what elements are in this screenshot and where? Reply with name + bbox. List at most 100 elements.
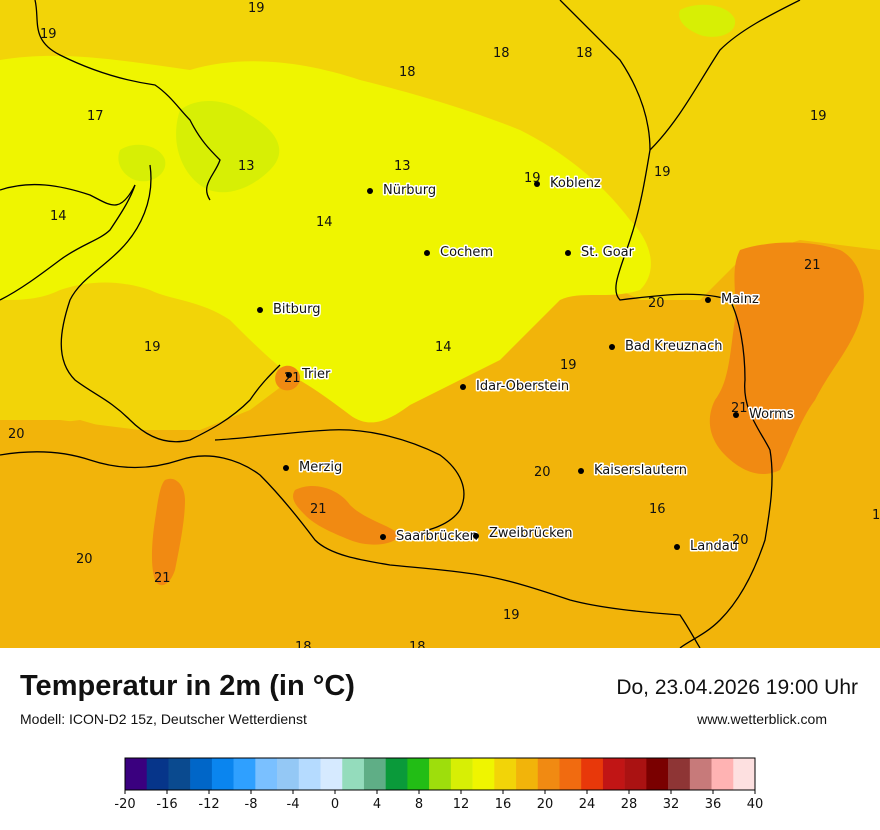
color-scale-swatch	[277, 758, 300, 790]
border-rlp-hessen	[559, 0, 731, 301]
border-rhine-bw	[679, 299, 773, 648]
color-scale-swatch	[320, 758, 343, 790]
temperature-label: 19	[248, 1, 265, 16]
temperature-label: 18	[295, 640, 312, 648]
city-label: Merzig	[299, 460, 342, 475]
city-label: Nürburg	[383, 183, 436, 198]
color-scale-swatch	[255, 758, 278, 790]
color-scale-tick-label: 36	[705, 797, 722, 812]
city-label: St. Goar	[581, 245, 635, 260]
map-svg: Nürburg Koblenz Cochem St. Goar Mainz Bi…	[0, 0, 880, 648]
city-label: Kaiserslautern	[594, 463, 687, 478]
color-scale-swatch	[537, 758, 560, 790]
color-scale-swatch	[168, 758, 191, 790]
color-scale-tick-label: 16	[495, 797, 512, 812]
temperature-label: 13	[238, 159, 255, 174]
city-label: Idar-Oberstein	[476, 379, 569, 394]
city-marker: Nürburg	[367, 182, 438, 200]
color-scale-swatch	[125, 758, 148, 790]
color-scale-tick-label: -16	[156, 797, 177, 812]
temperature-zone-21-trier	[275, 365, 301, 391]
temperature-label: 18	[576, 46, 593, 61]
temperature-label: 20	[732, 533, 749, 548]
color-scale-tick-label: 20	[537, 797, 554, 812]
temperature-label: 21	[154, 571, 171, 586]
temperature-label: 16	[649, 502, 666, 517]
border-luxembourg-east	[60, 164, 281, 443]
color-scale-swatch	[298, 758, 321, 790]
city-marker: Idar-Oberstein	[460, 378, 571, 396]
city-marker: Landau	[674, 538, 739, 556]
temperature-label: 14	[435, 340, 452, 355]
city-marker: Bad Kreuznach	[609, 338, 724, 356]
color-scale-ticks: -20 -16 -12 -8 -4 0 4 8 12 16 20 24 28 32 36 40	[114, 790, 763, 812]
city-marker: Trier	[286, 366, 332, 384]
temperature-label: 21	[284, 371, 301, 386]
temperature-label: 19	[560, 358, 577, 373]
temperature-label: 18	[409, 640, 426, 648]
temperature-label: 19	[810, 109, 827, 124]
color-scale-swatch	[733, 758, 756, 790]
city-marker: Kaiserslautern	[578, 462, 689, 480]
color-scale-tick-label: -20	[114, 797, 135, 812]
color-scale-swatches	[124, 757, 756, 791]
city-label: Worms	[749, 407, 794, 422]
temperature-label: 20	[534, 465, 551, 480]
city-marker: St. Goar	[565, 244, 636, 262]
temperature-zone-14	[0, 55, 651, 423]
border-lux-west	[0, 184, 136, 301]
color-scale-tick-label: 40	[747, 797, 764, 812]
website-link[interactable]: www.wetterblick.com	[697, 711, 827, 727]
city-marker: Mainz	[705, 291, 761, 309]
forecast-datetime: Do, 23.04.2026 19:00 Uhr	[616, 676, 858, 699]
temperature-label: 18	[493, 46, 510, 61]
city-marker: Zweibrücken	[473, 525, 574, 543]
temperature-label: 21	[804, 258, 821, 273]
temperature-zone-21-sw	[151, 478, 185, 586]
cities: Nürburg Koblenz Cochem St. Goar Mainz Bi…	[257, 175, 795, 556]
temperature-label: 18	[399, 65, 416, 80]
color-scale-tick-label: -8	[245, 797, 258, 812]
temperature-label: 1	[872, 508, 880, 523]
color-scale-frame	[124, 757, 756, 791]
color-scale-tick-label: 0	[331, 797, 339, 812]
color-scale-swatch	[407, 758, 430, 790]
color-scale-swatch	[190, 758, 213, 790]
color-scale-tick-label: 4	[373, 797, 381, 812]
city-label: Saarbrücken	[396, 529, 478, 544]
temperature-zone-13c	[679, 4, 736, 37]
temperature-zone-20	[0, 420, 880, 648]
map-title: Temperatur in 2m (in °C)	[20, 670, 355, 702]
city-label: Mainz	[721, 292, 759, 307]
border-luxembourg-north	[0, 183, 136, 206]
city-label: Landau	[690, 539, 738, 554]
color-scale-tick-label: -4	[287, 797, 300, 812]
color-scale-swatch	[559, 758, 582, 790]
color-scale-swatch	[363, 758, 386, 790]
border-saarland	[214, 429, 465, 536]
city-label: Trier	[301, 367, 331, 382]
border-belgium-germany	[34, 0, 221, 201]
city-label: Cochem	[440, 245, 493, 260]
city-marker: Merzig	[283, 459, 344, 477]
temperature-label: 19	[40, 27, 57, 42]
color-scale-swatch	[211, 758, 234, 790]
color-scale-swatch	[581, 758, 604, 790]
color-scale-swatch	[450, 758, 473, 790]
color-scale-swatch	[385, 758, 408, 790]
temperature-map: Nürburg Koblenz Cochem St. Goar Mainz Bi…	[0, 0, 880, 648]
temperature-label: 19	[503, 608, 520, 623]
footer-panel: Temperatur in 2m (in °C) Modell: ICON-D2…	[0, 648, 880, 830]
temperature-labels: 19 19 18 18 18 17 19 13 13 19 19 14 14 2…	[8, 1, 880, 648]
color-scale-swatch	[689, 758, 712, 790]
color-scale-swatch	[516, 758, 539, 790]
temperature-label: 21	[310, 502, 327, 517]
color-scale-tick-label: 28	[621, 797, 638, 812]
color-scale-tick-label: 32	[663, 797, 680, 812]
border-north-east	[649, 0, 801, 151]
city-label: Zweibrücken	[489, 526, 572, 541]
color-scale-swatch	[668, 758, 691, 790]
temperature-label: 19	[144, 340, 161, 355]
color-scale-swatch	[233, 758, 256, 790]
temperature-label: 19	[654, 165, 671, 180]
